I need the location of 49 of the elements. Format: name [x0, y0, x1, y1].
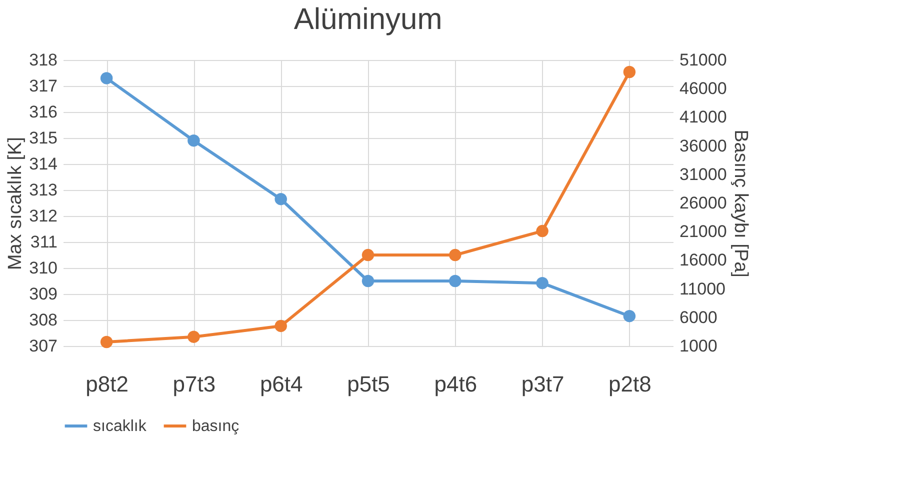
x-tick-label: p8t2 — [86, 372, 128, 396]
legend-label: basınç — [192, 418, 240, 435]
y-tick-label: 309 — [29, 284, 58, 304]
y-tick-label: 314 — [29, 154, 58, 174]
y2-tick-label: 26000 — [680, 194, 727, 212]
point — [274, 192, 287, 206]
y-tick-label: 316 — [29, 102, 58, 122]
chart-title: Alüminyum — [294, 3, 442, 36]
x-tick-label: p6t4 — [260, 372, 303, 396]
point — [536, 224, 548, 238]
point — [188, 134, 200, 147]
x-tick-label: p5t5 — [347, 372, 390, 396]
point — [100, 72, 113, 84]
y-tick-label: 312 — [29, 206, 58, 226]
y-tick-label: 313 — [29, 180, 58, 200]
point — [362, 248, 374, 262]
point — [188, 330, 200, 343]
y-tick-label: 310 — [29, 258, 58, 278]
y2-tick-label: 1000 — [680, 336, 718, 356]
x-tick-label: p2t8 — [608, 372, 652, 396]
y2-tick-label: 16000 — [680, 250, 727, 270]
y2-tick-label: 11000 — [680, 279, 726, 298]
point — [536, 276, 548, 290]
x-tick-label: p7t3 — [172, 372, 216, 396]
point — [449, 248, 462, 262]
y2-tick-label: 6000 — [680, 308, 718, 327]
y-tick-label: 317 — [29, 76, 58, 96]
y-tick-label: 311 — [30, 232, 58, 252]
point — [362, 274, 374, 288]
y-tick-label: 315 — [29, 128, 58, 148]
x-tick-label: p3t7 — [521, 372, 564, 396]
point — [623, 310, 636, 322]
point — [449, 274, 462, 288]
legend-label: sıcaklık — [93, 418, 148, 435]
y2-tick-label: 21000 — [680, 222, 727, 242]
x-tick-label: p4t6 — [434, 372, 478, 396]
y-tick-label: 318 — [29, 50, 58, 70]
y-axis-title: Max sıcaklık [K] — [5, 136, 26, 270]
y2-tick-label: 41000 — [680, 108, 727, 127]
y-tick-label: 307 — [29, 336, 58, 356]
y2-tick-label: 46000 — [680, 79, 727, 98]
point — [274, 320, 287, 332]
point — [623, 66, 636, 78]
y2-axis-title: Basınç kaybı [Pa] — [730, 130, 751, 278]
y2-tick-label: 51000 — [680, 50, 727, 70]
point — [100, 336, 113, 348]
y2-tick-label: 36000 — [680, 136, 727, 156]
y2-tick-label: 31000 — [680, 164, 727, 184]
y-tick-label: 308 — [29, 310, 58, 330]
